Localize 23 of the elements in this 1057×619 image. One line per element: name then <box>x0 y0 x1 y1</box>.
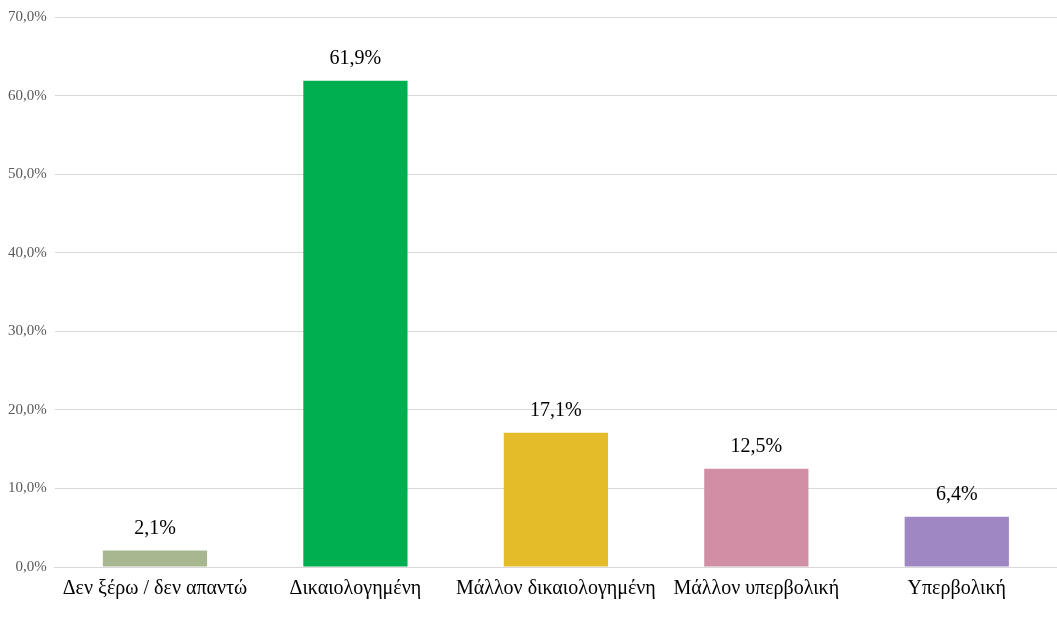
x-tick-label: Δικαιολογημένη <box>289 576 422 600</box>
bar <box>102 550 208 567</box>
y-tick-label: 10,0% <box>8 479 47 496</box>
x-tick-label: Μάλλον υπερβολική <box>673 576 840 600</box>
y-tick-label: 20,0% <box>8 400 47 417</box>
y-tick-label: 50,0% <box>8 165 47 182</box>
bar <box>503 432 608 567</box>
data-label: 12,5% <box>730 434 783 457</box>
y-tick-label: 30,0% <box>8 322 47 339</box>
bar <box>904 516 1009 567</box>
x-tick-label: Δεν ξέρω / δεν απαντώ <box>62 576 248 600</box>
data-label: 17,1% <box>530 397 582 420</box>
y-tick-label: 0,0% <box>15 557 47 574</box>
data-label: 61,9% <box>329 45 382 68</box>
data-label: 6,4% <box>935 481 978 504</box>
y-tick-label: 70,0% <box>8 7 47 24</box>
x-tick-label: Υπερβολική <box>907 576 1007 600</box>
bar <box>303 80 408 567</box>
y-tick-label: 60,0% <box>8 86 47 103</box>
data-label: 2,1% <box>134 515 176 538</box>
y-tick-label: 40,0% <box>8 243 47 260</box>
x-tick-label: Μάλλον δικαιολογημένη <box>455 576 656 600</box>
bar <box>704 468 809 567</box>
